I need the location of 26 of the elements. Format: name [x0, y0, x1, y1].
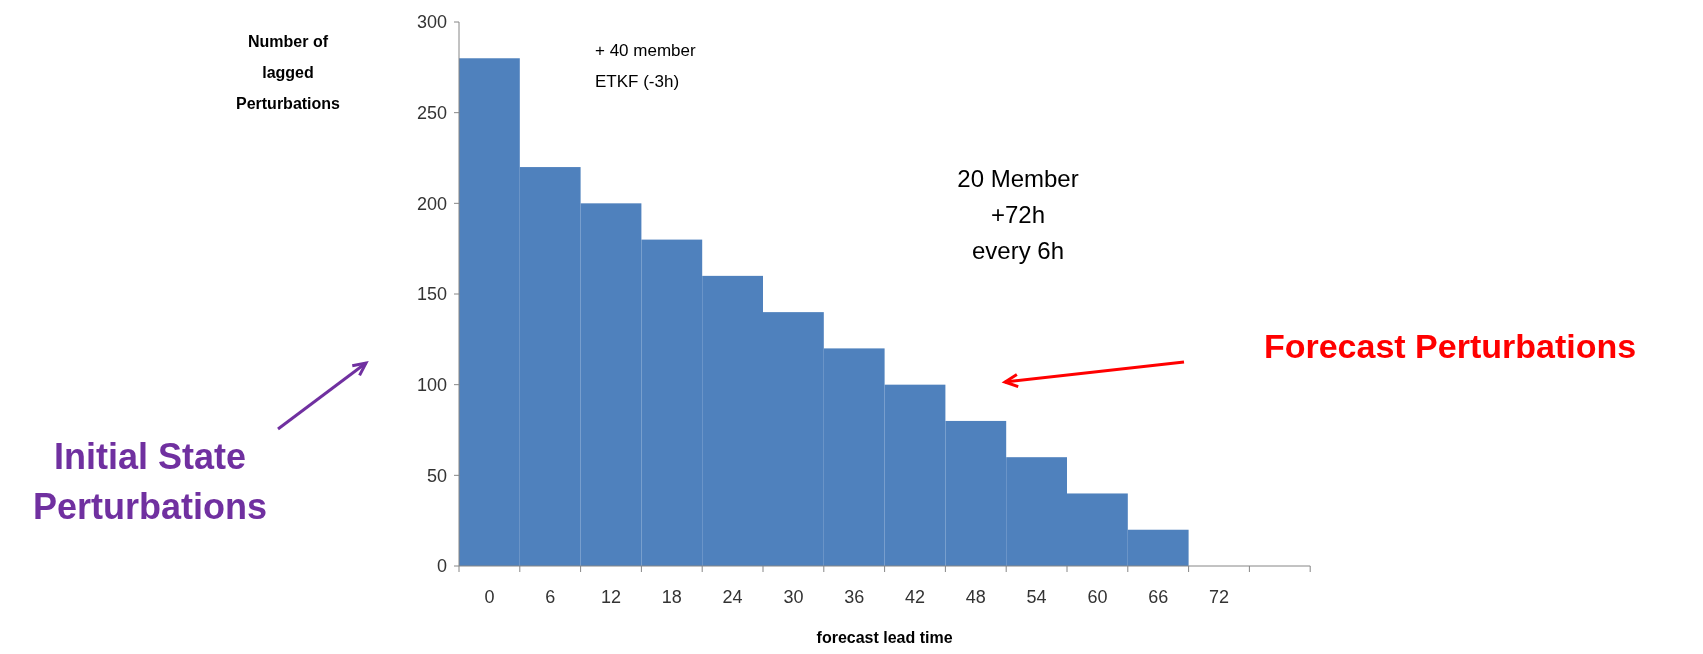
x-tick-label: 66: [1148, 587, 1169, 607]
y-axis-title: Number of lagged Perturbations: [235, 33, 341, 112]
text: Initial State Perturbations: [32, 436, 268, 527]
x-tick-label: 36: [844, 587, 865, 607]
x-tick-label: 12: [600, 587, 622, 607]
annotation: Forecast Perturbations: [1263, 327, 1637, 365]
x-tick-label: 0: [484, 587, 495, 607]
x-tick-label: 30: [783, 587, 804, 607]
x-tick-label: 24: [722, 587, 743, 607]
x-tick-label: 6: [545, 587, 556, 607]
annotation: + 40 member ETKF (-3h): [595, 41, 696, 91]
y-tick-label: 250: [416, 102, 447, 123]
y-tick-label: 150: [416, 284, 447, 305]
x-tick-label: 60: [1087, 587, 1108, 607]
x-tick-label: 72: [1208, 587, 1230, 607]
y-tick-label: 200: [416, 193, 447, 214]
x-tick-label: 54: [1026, 587, 1047, 607]
x-tick-label: 48: [965, 587, 986, 607]
x-tick-label: 42: [904, 587, 926, 607]
y-tick-label: 50: [426, 465, 447, 486]
y-tick-label: 100: [416, 374, 447, 395]
y-tick-label: 300: [416, 12, 447, 33]
x-tick-label: 18: [661, 587, 682, 607]
y-tick-label: 0: [436, 556, 447, 577]
x-axis-title: forecast lead time: [816, 629, 953, 646]
annotation: 20 Member +72h every 6h: [957, 165, 1079, 264]
